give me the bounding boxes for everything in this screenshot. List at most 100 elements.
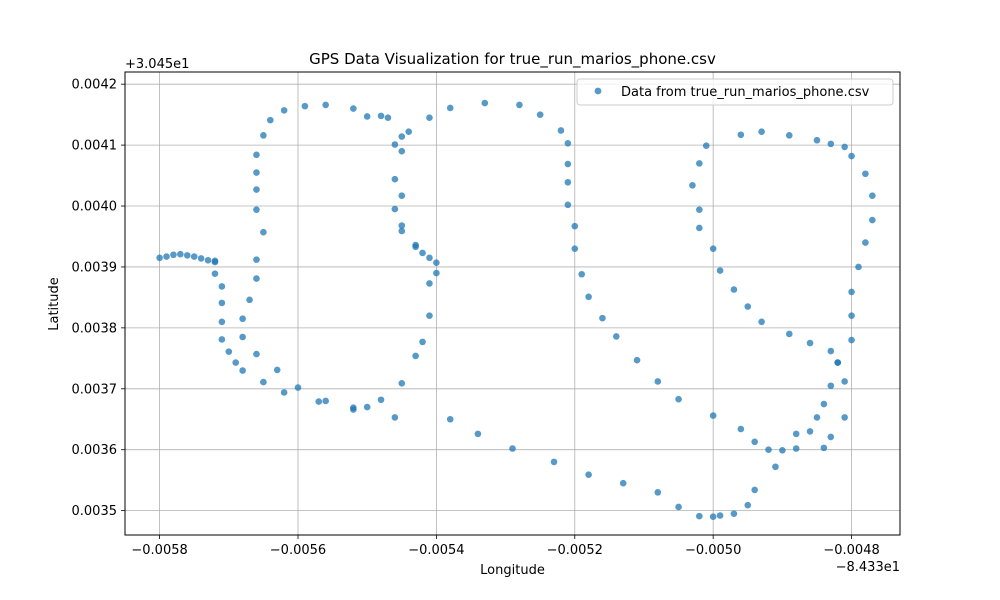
data-point (633, 356, 641, 364)
data-point (446, 415, 454, 423)
data-point (232, 359, 240, 366)
x-tick-label: −0.0054 (408, 543, 464, 558)
data-point (578, 270, 585, 278)
data-point (253, 275, 260, 282)
data-point (696, 160, 703, 167)
data-point (426, 254, 433, 262)
data-point (730, 286, 738, 293)
data-point (827, 140, 835, 148)
data-point (716, 512, 724, 519)
x-tick-label: −0.0052 (547, 543, 603, 558)
data-point (785, 132, 793, 139)
legend-marker (594, 87, 602, 95)
y-tick-label: 0.0036 (72, 443, 118, 458)
data-point (709, 412, 717, 419)
scatter-points (156, 99, 876, 521)
data-point (564, 139, 572, 147)
data-point (862, 239, 869, 246)
data-point (301, 102, 309, 110)
data-point (751, 486, 758, 494)
data-point (253, 256, 260, 263)
data-point (654, 378, 662, 385)
data-point (398, 133, 406, 140)
data-point (779, 447, 786, 454)
data-point (384, 114, 392, 121)
data-point (391, 205, 399, 213)
data-point (183, 252, 191, 259)
data-point (855, 263, 862, 271)
data-point (170, 251, 177, 259)
data-point (806, 339, 814, 347)
data-point (280, 389, 288, 396)
data-point (792, 445, 800, 452)
data-point (246, 296, 253, 304)
data-point (419, 249, 426, 257)
data-point (827, 433, 835, 441)
data-point (862, 170, 869, 178)
data-point (474, 430, 482, 438)
data-point (280, 107, 288, 114)
data-point (557, 127, 565, 134)
data-point (536, 111, 544, 118)
data-point (267, 116, 274, 124)
x-tick-label: −0.0050 (685, 543, 741, 558)
data-point (813, 136, 821, 144)
data-point (315, 398, 323, 405)
data-point (239, 333, 246, 341)
data-point (744, 303, 752, 310)
x-axis-label: Longitude (480, 563, 545, 578)
data-point (751, 438, 758, 446)
data-point (841, 143, 848, 151)
data-point (377, 112, 385, 120)
data-point (612, 333, 620, 340)
legend-label: Data from true_run_marios_phone.csv (621, 85, 870, 100)
data-point (218, 318, 226, 326)
data-point (744, 501, 752, 509)
data-point (585, 293, 592, 301)
data-point (412, 352, 419, 360)
data-point (218, 336, 226, 343)
data-point (696, 512, 703, 520)
data-point (398, 227, 406, 235)
data-point (446, 104, 454, 112)
data-point (377, 396, 385, 404)
data-point (585, 471, 592, 478)
data-point (848, 152, 855, 160)
x-axis-ticks: −0.0058 −0.0056 −0.0054 −0.0052 −0.0050 −0.00… (131, 535, 880, 558)
data-point (834, 359, 842, 366)
data-point (190, 253, 198, 260)
data-point (260, 228, 267, 236)
data-point (564, 178, 572, 186)
data-point (398, 192, 406, 199)
data-point (177, 250, 184, 258)
data-point (848, 312, 855, 319)
data-point (218, 283, 226, 290)
data-point (820, 444, 828, 452)
data-point (564, 160, 572, 168)
y-offset-label: +3.045e1 (125, 57, 189, 72)
grid (125, 72, 900, 535)
data-point (363, 113, 371, 120)
data-point (225, 348, 233, 355)
legend-box (576, 78, 894, 106)
data-point (675, 395, 682, 403)
data-point (211, 270, 219, 277)
data-point (737, 425, 745, 433)
data-point (730, 510, 738, 517)
data-point (571, 222, 579, 230)
data-point (260, 132, 267, 139)
data-point (253, 350, 260, 358)
data-point (412, 243, 419, 251)
data-point (869, 192, 876, 199)
y-axis-ticks: 0.0035 0.0036 0.0037 0.0038 0.0039 0.0040 0.00… (72, 78, 125, 519)
x-tick-label: −0.0058 (131, 543, 187, 558)
y-tick-label: 0.0038 (72, 321, 118, 336)
data-point (391, 141, 399, 148)
y-tick-label: 0.0041 (72, 139, 118, 154)
data-point (675, 503, 682, 511)
y-tick-label: 0.0042 (72, 78, 118, 93)
data-point (211, 258, 219, 266)
chart-title: GPS Data Visualization for true_run_mari… (309, 50, 716, 69)
data-point (696, 206, 703, 213)
